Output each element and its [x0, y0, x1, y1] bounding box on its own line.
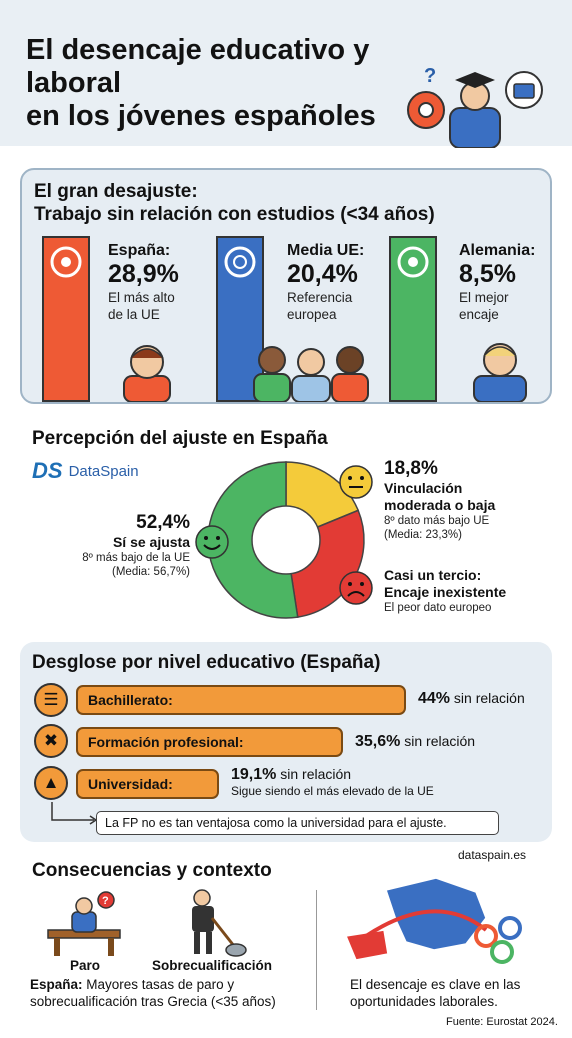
unemployment-label: Paro: [70, 958, 101, 973]
dataspain-logo-mark: DS: [32, 458, 63, 483]
gear-chart-icon: [224, 246, 256, 278]
moderate-pct: 18,8%: [384, 458, 438, 479]
title-line-2: en los jóvenes españoles: [26, 100, 376, 132]
fits-note-1: 8º más bajo de la UE: [82, 552, 190, 564]
mismatch-title: El gran desajuste: Trabajo sin relación …: [34, 180, 435, 226]
source-site: dataspain.es: [458, 848, 527, 862]
dataspain-logo: DS DataSpain: [32, 458, 139, 484]
eu-bar: [216, 236, 264, 402]
eu-label: Media UE:: [287, 242, 365, 259]
consequences-title: Consecuencias y contexto: [32, 860, 272, 881]
moderate-note-2: (Media: 23,3%): [384, 529, 462, 541]
universidad-bar: Universidad:: [76, 769, 219, 799]
germany-label: Alemania:: [459, 242, 536, 259]
perception-donut-chart: [207, 461, 365, 619]
germany-value: 8,5%: [459, 260, 516, 288]
europe-map-illustration: [344, 877, 522, 964]
mismatch-section: [20, 168, 552, 404]
sad-face-icon: [339, 571, 373, 605]
gear-icon: [397, 246, 429, 278]
education-title: Desglose por nivel educativo (España): [32, 652, 381, 673]
title-line-1: El desencaje educativo y laboral: [26, 34, 370, 99]
svg-text:?: ?: [424, 65, 436, 87]
broken-gear-icon: [50, 246, 82, 278]
universidad-label: Universidad:: [88, 776, 173, 792]
spain-value: 28,9%: [108, 260, 179, 288]
source-note: Fuente: Eurostat 2024.: [446, 1016, 558, 1028]
moderate-label-group: 18,8% Vinculación moderada o baja 8º dat…: [384, 458, 554, 542]
gear-icon: [407, 91, 445, 129]
unemployed-person-illustration: ?: [47, 891, 121, 956]
context-text: El desencaje es clave en las oportunidad…: [350, 976, 560, 1010]
none-note: El peor dato europeo: [384, 602, 492, 614]
spain-note-1: El más alto: [108, 290, 175, 305]
happy-person-illustration: [473, 343, 527, 402]
bachillerato-result: 44% sin relación: [418, 690, 525, 708]
fp-result: 35,6% sin relación: [355, 733, 475, 751]
universidad-result: 19,1% sin relación Sigue siendo el más e…: [231, 766, 434, 799]
fits-label: Sí se ajusta: [112, 534, 190, 550]
eu-note-2: europea: [287, 307, 337, 322]
divider: [316, 890, 317, 1010]
bachillerato-suffix: sin relación: [450, 690, 525, 706]
fp-value: 35,6%: [355, 733, 401, 750]
moderate-note-1: 8º dato más bajo UE: [384, 515, 490, 527]
fp-callout: La FP no es tan ventajosa como la univer…: [96, 811, 499, 835]
dataspain-logo-text: DataSpain: [68, 462, 139, 480]
overqualified-worker-illustration: [192, 889, 247, 957]
page-title: El desencaje educativo y laboral en los …: [26, 34, 426, 133]
germany-note-1: El mejor: [459, 290, 509, 305]
bachillerato-bar: Bachillerato:: [76, 685, 406, 715]
bachillerato-value: 44%: [418, 690, 451, 707]
universidad-note: Sigue siendo el más elevado de la UE: [231, 784, 434, 798]
overqualification-label: Sobrecualificación: [152, 958, 273, 973]
bachillerato-label: Bachillerato:: [88, 692, 173, 708]
mismatch-title-line-2: Trabajo sin relación con estudios (<34 a…: [34, 204, 435, 225]
none-label-2: Encaje inexistente: [384, 584, 507, 600]
eu-value: 20,4%: [287, 260, 358, 288]
none-label-group: Casi un tercio: Encaje inexistente El pe…: [384, 567, 554, 615]
context-text-2: oportunidades laborales.: [350, 994, 498, 1009]
smile-face-icon: [195, 525, 229, 559]
spain-text-1: Mayores tasas de paro y: [82, 977, 235, 992]
eu-note: Referencia europea: [287, 289, 352, 323]
context-text-1: El desencaje es clave en las: [350, 977, 521, 992]
confused-graduate-illustration: ?: [407, 65, 543, 148]
spain-note-2: de la UE: [108, 307, 160, 322]
book-icon: ☰: [34, 683, 68, 717]
donut-hole: [251, 505, 321, 575]
svg-text:?: ?: [102, 895, 109, 907]
fits-pct: 52,4%: [136, 512, 190, 533]
germany-note: El mejor encaje: [459, 289, 509, 323]
universidad-value: 19,1%: [231, 766, 277, 783]
spain-consequences-line-1: España: Mayores tasas de paro y: [30, 976, 320, 993]
spain-prefix: España:: [30, 977, 83, 992]
fp-label: Formación profesional:: [88, 734, 244, 750]
fits-label-group: 52,4% Sí se ajusta 8º más bajo de la UE …: [40, 512, 190, 579]
moderate-label-2: moderada o baja: [384, 497, 496, 513]
group-of-people-illustration: [253, 346, 369, 402]
eu-note-1: Referencia: [287, 290, 353, 305]
perception-title: Percepción del ajuste en España: [32, 428, 328, 449]
fits-note-2: (Media: 56,7%): [112, 566, 190, 578]
stressed-person-illustration: [123, 345, 171, 402]
mismatch-title-line-1: El gran desajuste:: [34, 181, 198, 202]
fp-suffix: sin relación: [400, 733, 476, 749]
spain-label: España:: [108, 242, 171, 259]
germany-note-2: encaje: [459, 307, 499, 322]
universidad-suffix: sin relación: [276, 766, 352, 782]
moderate-label-1: Vinculación: [384, 480, 463, 496]
tools-icon: ✖: [34, 724, 68, 758]
spain-consequences-text: España: Mayores tasas de paro y sobrecua…: [30, 976, 320, 1010]
fp-bar: Formación profesional:: [76, 727, 343, 757]
neutral-face-icon: [339, 465, 373, 499]
spain-text-2: sobrecualificación tras Grecia (<35 años…: [30, 994, 276, 1009]
none-label-1: Casi un tercio:: [384, 567, 482, 583]
callout-arrow: [51, 802, 98, 825]
spain-note: El más alto de la UE: [108, 289, 175, 323]
briefcase-icon: [505, 71, 543, 109]
graduation-cap-icon: ▲: [34, 766, 68, 800]
